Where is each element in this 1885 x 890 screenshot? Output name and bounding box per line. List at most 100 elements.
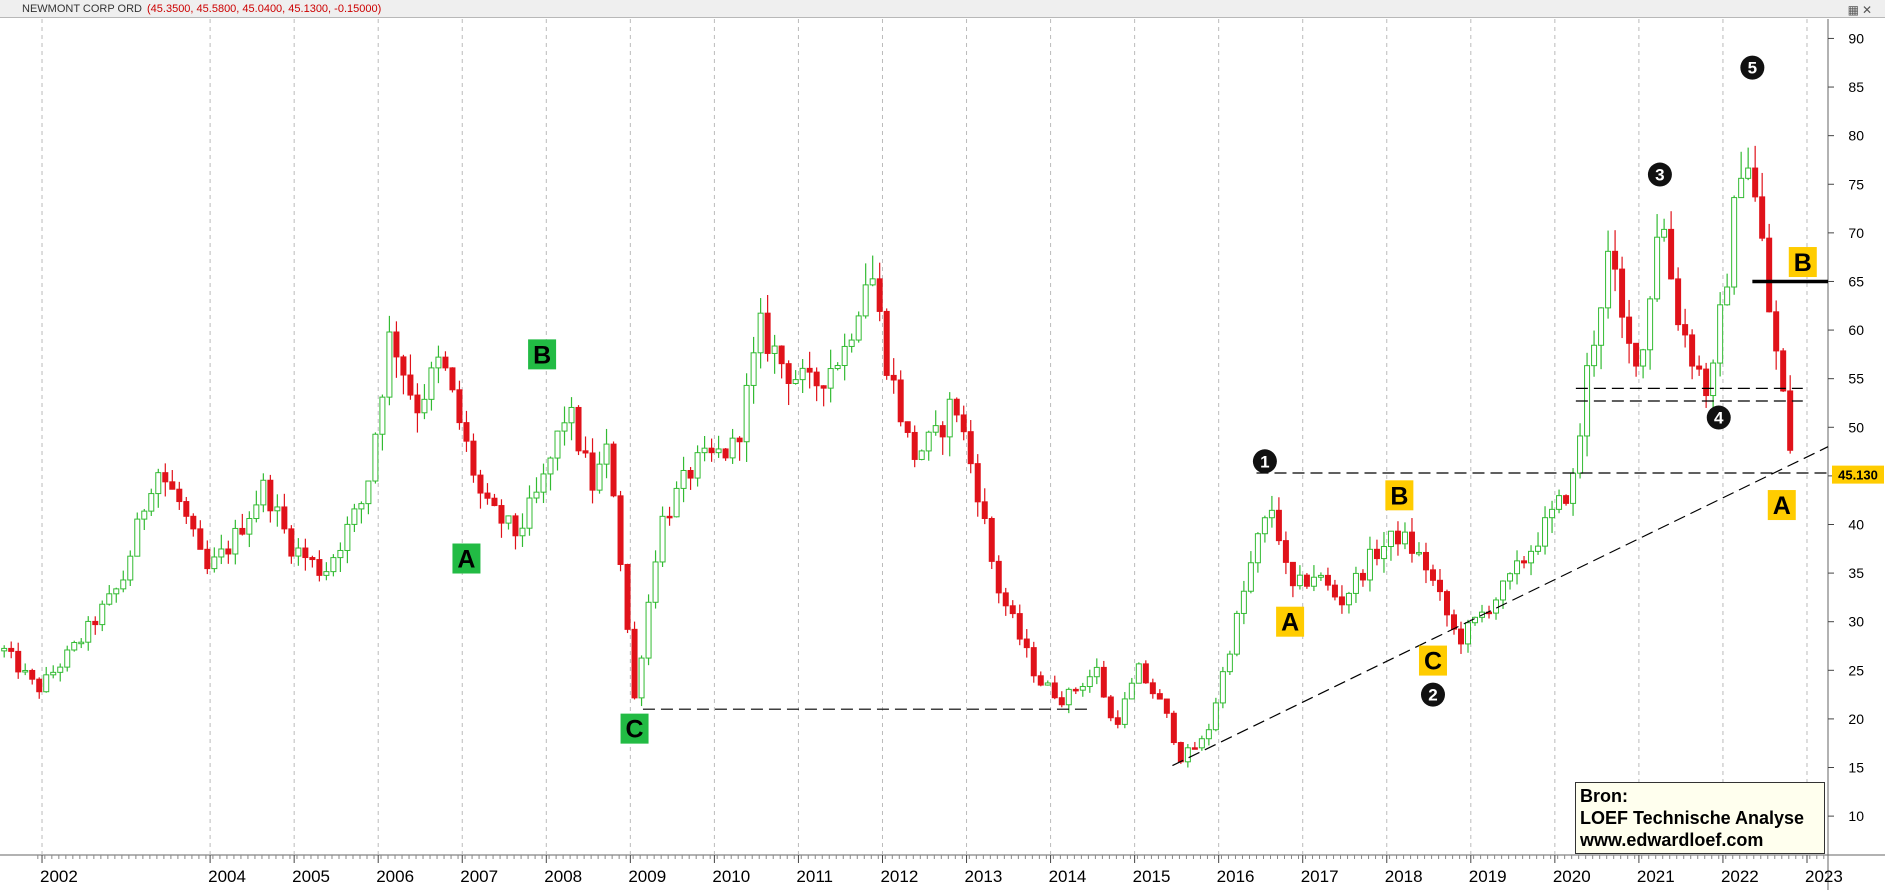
candle	[540, 463, 547, 503]
candle	[274, 494, 281, 527]
wave-label-text: A	[1281, 609, 1299, 637]
candle-body	[827, 368, 834, 389]
wave-label-text: C	[626, 716, 644, 744]
candle	[701, 435, 708, 462]
candle-body	[1184, 747, 1191, 763]
candle-body	[1717, 304, 1724, 364]
candle-body	[1, 647, 8, 652]
candle	[1380, 531, 1387, 573]
candle-body	[1317, 574, 1324, 578]
candle-body	[1521, 560, 1528, 564]
candle-body	[1156, 693, 1163, 700]
candle-body	[533, 491, 540, 499]
x-tick-label: 2011	[796, 867, 833, 886]
wave-label-text: B	[1794, 249, 1812, 277]
y-tick-label: 50	[1848, 419, 1864, 435]
candle-body	[1170, 712, 1177, 744]
candle	[645, 594, 652, 666]
candle-body	[1787, 390, 1794, 451]
candle	[120, 570, 127, 593]
candle-body	[967, 431, 974, 465]
candle	[750, 336, 757, 404]
candle	[1303, 573, 1310, 589]
candle	[834, 362, 841, 371]
candle	[1233, 610, 1240, 657]
candle-body	[1752, 167, 1759, 198]
candle	[204, 540, 211, 575]
candle	[344, 516, 351, 564]
candle	[715, 435, 722, 458]
candle	[1275, 497, 1282, 545]
candle-body	[246, 518, 253, 535]
candle-body	[575, 406, 582, 452]
candle	[1759, 172, 1766, 242]
candle	[1542, 506, 1549, 555]
candle-body	[561, 422, 568, 432]
candle	[596, 451, 603, 494]
candle-body	[57, 666, 64, 673]
candle-body	[876, 278, 883, 312]
candle-body	[1191, 747, 1198, 750]
candle	[1766, 223, 1773, 313]
candle	[1, 645, 8, 658]
candle-body	[1303, 574, 1310, 587]
candle-body	[743, 384, 750, 443]
candle-body	[288, 528, 295, 557]
candle-body	[1429, 569, 1436, 581]
candle-body	[995, 560, 1002, 594]
candle	[897, 370, 904, 427]
window-controls[interactable]: ▦✕	[1848, 1, 1875, 19]
candle	[876, 262, 883, 322]
candle-body	[659, 515, 666, 563]
candle	[1268, 495, 1275, 528]
candle-body	[1626, 316, 1633, 344]
candle	[176, 481, 183, 510]
wave-count-label: 4	[1714, 409, 1724, 428]
candle-body	[1493, 599, 1500, 614]
candle-body	[1002, 592, 1009, 607]
candle	[190, 513, 197, 537]
candle	[1198, 735, 1205, 751]
candle-body	[1675, 278, 1682, 326]
instrument-name: NEWMONT CORP ORD	[22, 3, 142, 15]
candle	[1682, 308, 1689, 348]
x-tick-label: 2019	[1469, 867, 1507, 886]
candle-body	[813, 371, 820, 387]
candle-body	[1086, 676, 1093, 688]
candle-body	[1023, 638, 1030, 649]
candle-body	[1310, 576, 1317, 587]
candle	[1535, 532, 1542, 555]
candle	[1240, 580, 1247, 625]
candle-body	[316, 559, 323, 576]
candle	[918, 449, 925, 461]
candle-body	[883, 310, 890, 376]
candle	[1191, 741, 1198, 750]
candle	[1128, 677, 1135, 700]
candle	[792, 370, 799, 385]
candle-body	[127, 555, 134, 581]
candle-body	[1500, 580, 1507, 601]
candle-body	[617, 495, 624, 565]
close-icon[interactable]: ✕	[1861, 3, 1875, 17]
candle	[526, 485, 533, 536]
candle	[351, 503, 358, 532]
candle-body	[799, 367, 806, 381]
candle	[1037, 671, 1044, 687]
candle	[246, 511, 253, 548]
candle-body	[22, 669, 29, 673]
candle	[1121, 692, 1128, 729]
candle	[1373, 539, 1380, 566]
candle	[50, 665, 57, 679]
candle-body	[155, 472, 162, 495]
candle-body	[1408, 531, 1415, 554]
candle-body	[1507, 573, 1514, 582]
candle	[1261, 515, 1268, 543]
candle	[1219, 666, 1226, 709]
candle-body	[939, 425, 946, 438]
candle-body	[36, 678, 43, 693]
settings-icon[interactable]: ▦	[1847, 3, 1862, 17]
candle-body	[309, 557, 316, 561]
candle-body	[1058, 697, 1065, 706]
candle	[694, 445, 701, 487]
candle-body	[421, 398, 428, 414]
